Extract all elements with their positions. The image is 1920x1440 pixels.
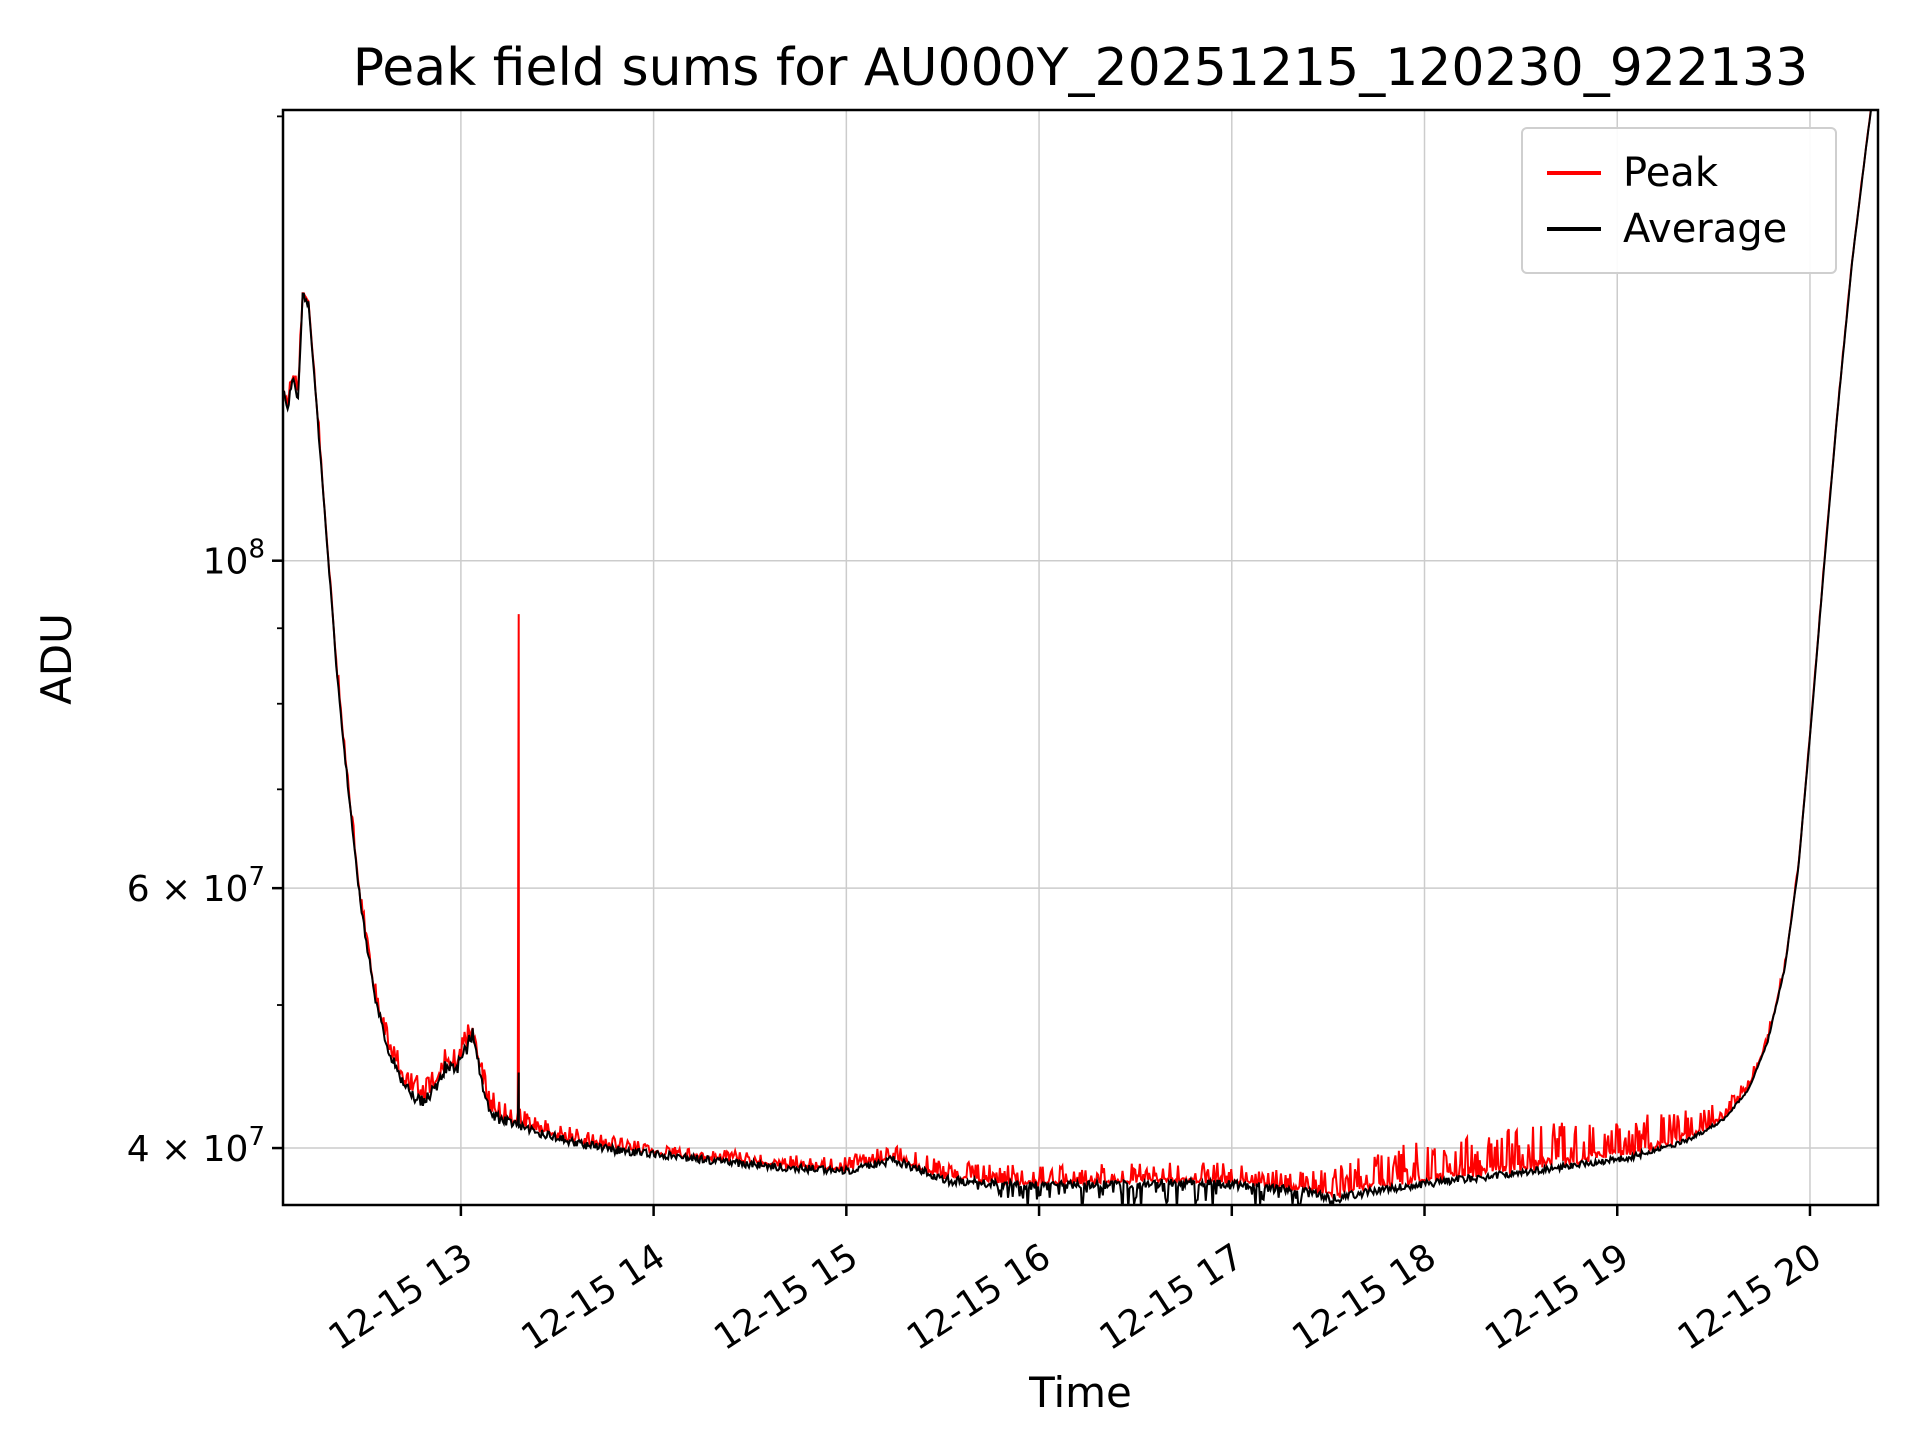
- chart-title: Peak field sums for AU000Y_20251215_1202…: [352, 38, 1809, 98]
- x-tick-label: 12-15 16: [900, 1236, 1058, 1359]
- y-axis-label: ADU: [32, 613, 81, 705]
- x-tick-label: 12-15 17: [1093, 1236, 1251, 1359]
- peak-line: [283, 110, 1872, 1200]
- y-tick-label: 6 × 107: [127, 862, 265, 910]
- peak-line-swatch: [1547, 170, 1601, 175]
- average-line: [283, 110, 1872, 1205]
- axes-frame: [281, 108, 1880, 1207]
- legend-label-peak: Peak: [1623, 149, 1718, 196]
- legend-entry-peak: Peak: [1547, 153, 1835, 193]
- grid: [283, 110, 1878, 1205]
- x-axis-label: Time: [1029, 1368, 1132, 1417]
- x-tick-label: 12-15 18: [1285, 1236, 1443, 1359]
- x-tick-label: 12-15 19: [1478, 1236, 1636, 1359]
- legend-entry-average: Average: [1547, 209, 1835, 249]
- y-tick-label: 108: [203, 535, 265, 583]
- y-tick-label: 4 × 107: [127, 1122, 265, 1170]
- average-line-swatch: [1547, 226, 1601, 231]
- legend: Peak Average: [1521, 127, 1837, 274]
- x-tick-label: 12-15 15: [707, 1236, 865, 1359]
- legend-label-average: Average: [1623, 205, 1788, 252]
- x-tick-label: 12-15 13: [322, 1236, 480, 1359]
- x-tick-label: 12-15 14: [514, 1236, 672, 1359]
- x-tick-label: 12-15 20: [1671, 1236, 1829, 1359]
